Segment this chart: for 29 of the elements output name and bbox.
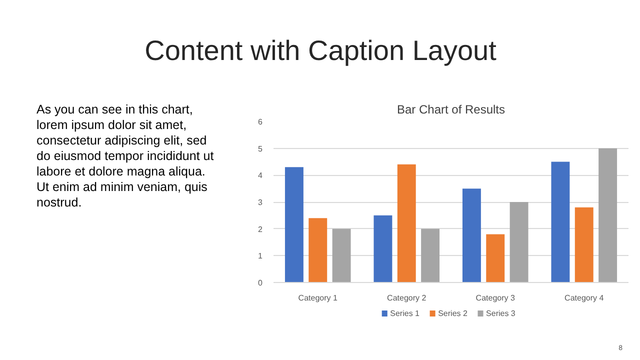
bar [462, 188, 481, 282]
bar [598, 148, 618, 282]
bar [374, 215, 392, 282]
x-tick-label: Category 4 [564, 294, 604, 302]
x-tick-label: Category 1 [298, 294, 338, 302]
x-tick-label: Category 3 [476, 294, 516, 302]
text: Content with Caption Layout [144, 35, 497, 66]
text: As you can see in this chart, lorem ipsum dolor sit amet, consectetur adipiscing elit, sed do eiusmod tempor incididunt ut labore et dolore magna aliqua. Ut enim ad minim veniam, quis nostrud. [36, 102, 214, 210]
bar [332, 228, 351, 282]
legend-label: Series 2 [438, 309, 468, 318]
y-tick-label: 4 [258, 171, 264, 180]
y-tick-label: 5 [258, 144, 264, 154]
bar [308, 218, 328, 282]
y-tick-label: 0 [258, 278, 264, 288]
chart-title: Bar Chart of Results [396, 102, 506, 116]
bar [551, 162, 570, 282]
y-tick-label: 2 [258, 224, 264, 234]
y-tick-label: 1 [258, 252, 264, 261]
legend-label: Series 1 [390, 309, 420, 318]
y-tick-label: 6 [258, 118, 264, 126]
y-tick-label: 3 [258, 198, 264, 207]
bar [284, 167, 304, 282]
legend-label: Series 3 [486, 309, 516, 318]
bar [397, 164, 416, 282]
bar [574, 207, 594, 282]
bar [486, 234, 505, 282]
bar [510, 202, 528, 282]
x-tick-label: Category 2 [387, 294, 427, 302]
bar [421, 228, 440, 282]
